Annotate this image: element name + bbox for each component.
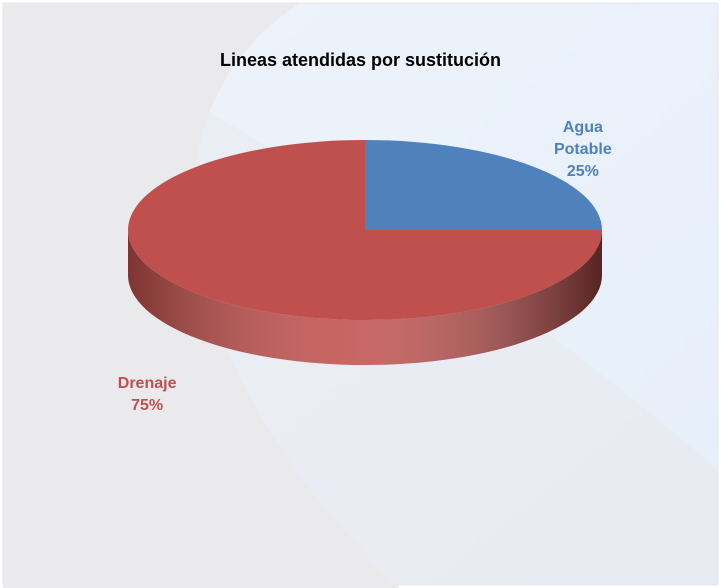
slice (365, 140, 602, 230)
category-label: Agua Potable (553, 119, 612, 159)
value-label: 25% (566, 163, 599, 181)
slice-side-shade (128, 230, 602, 365)
data-label: Agua Potable 25% (538, 117, 628, 183)
pie (128, 140, 602, 365)
chart-title: Lineas atendidas por sustitución (219, 50, 502, 70)
category-label: Drenaje (117, 375, 177, 393)
data-label: Drenaje 75% (102, 373, 192, 417)
value-label: 75% (131, 397, 164, 415)
slice (128, 140, 602, 320)
